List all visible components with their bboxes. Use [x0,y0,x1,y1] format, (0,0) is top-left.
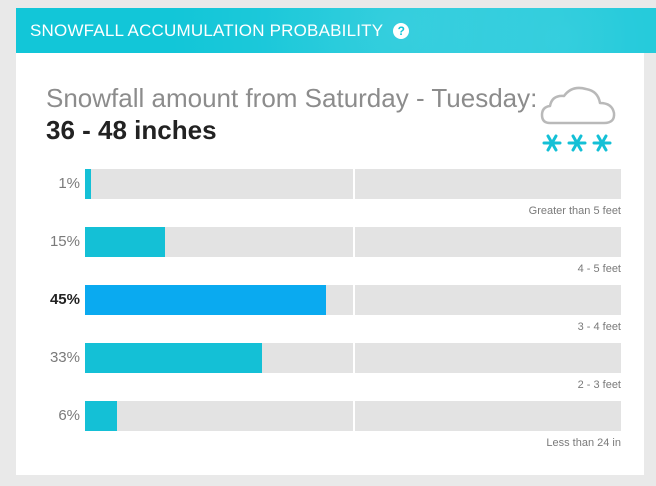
snowfall-period-label: Snowfall amount from Saturday - Tuesday: [46,83,538,113]
probability-track [85,285,621,315]
probability-row: 15% 4 - 5 feet [16,227,644,285]
bar-midpoint-divider [353,343,355,373]
range-label: 2 - 3 feet [577,379,621,391]
probability-track [85,227,621,257]
probability-card: Snowfall amount from Saturday - Tuesday:… [16,53,644,475]
probability-value: 6% [58,407,80,424]
probability-value: 45% [49,291,80,308]
bar-midpoint-divider [353,227,355,257]
probability-value: 33% [49,349,80,366]
range-label: 3 - 4 feet [577,321,621,333]
probability-row: 33% 2 - 3 feet [16,343,644,401]
probability-track [85,169,621,199]
probability-row: 45% 3 - 4 feet [16,285,644,343]
probability-bar [85,169,91,199]
range-label: Less than 24 in [546,437,621,449]
cloud-snow-icon [540,86,616,152]
probability-bar [85,401,118,431]
probability-value: 15% [49,233,80,250]
probability-row: 6% Less than 24 in [16,401,644,459]
bar-midpoint-divider [353,285,355,315]
widget-header: SNOWFALL ACCUMULATION PROBABILITY ? [16,8,656,53]
range-label: 4 - 5 feet [577,263,621,275]
widget-title: SNOWFALL ACCUMULATION PROBABILITY [30,20,384,40]
snowfall-amount: 36 - 48 inches [46,115,217,145]
probability-bar [85,227,166,257]
probability-bar [85,343,262,373]
probability-track [85,343,621,373]
probability-row: 1% Greater than 5 feet [16,169,644,227]
range-label: Greater than 5 feet [528,205,621,217]
probability-bar [85,285,327,315]
probability-value: 1% [58,175,80,192]
bar-midpoint-divider [353,169,355,199]
help-icon[interactable]: ? [393,22,410,39]
probability-track [85,401,621,431]
bar-midpoint-divider [353,401,355,431]
